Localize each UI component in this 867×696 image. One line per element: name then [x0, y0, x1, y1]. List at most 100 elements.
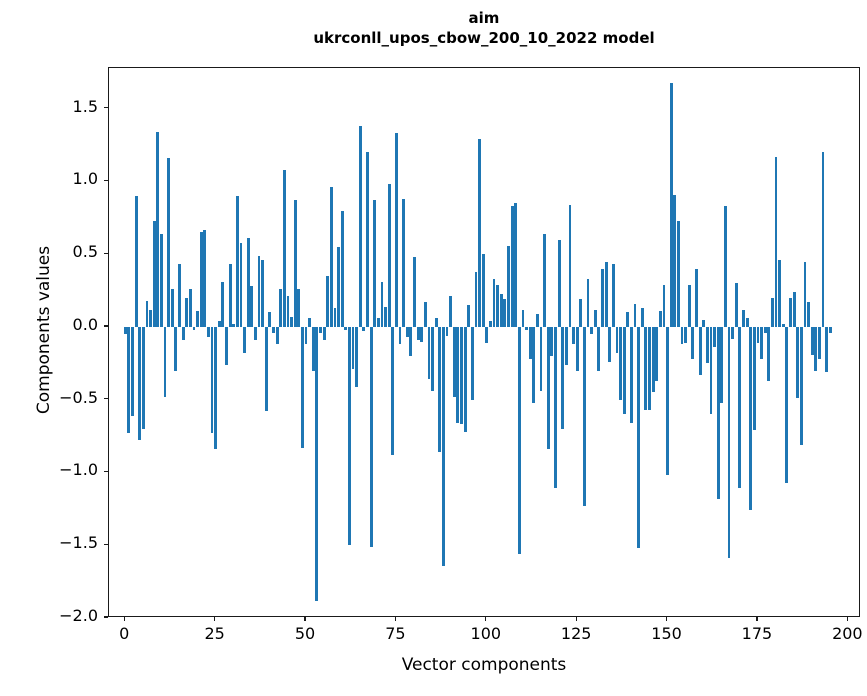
- bar: [503, 299, 507, 327]
- bar: [756, 326, 760, 343]
- bar: [648, 326, 651, 410]
- bar: [825, 326, 829, 373]
- bar: [145, 300, 149, 327]
- bar: [185, 297, 189, 327]
- y-tick-label: 0.5: [72, 242, 98, 262]
- bar: [828, 326, 832, 333]
- x-tick-mark: [575, 617, 577, 621]
- bar: [763, 326, 767, 333]
- bar: [152, 220, 156, 327]
- bar: [575, 326, 579, 371]
- bar: [239, 242, 243, 327]
- bar: [817, 326, 821, 359]
- chart-title-line-2: ukrconll_upos_cbow_200_10_2022 model: [313, 29, 655, 47]
- bar: [131, 326, 134, 416]
- bar: [376, 318, 380, 327]
- bar: [445, 326, 449, 336]
- bar: [366, 152, 369, 327]
- bar: [637, 326, 641, 549]
- bar: [253, 326, 257, 341]
- bar: [362, 326, 366, 332]
- x-tick-mark: [665, 617, 668, 621]
- bar: [496, 284, 500, 327]
- bar: [243, 326, 247, 354]
- bar: [355, 326, 359, 387]
- y-tick-mark: [104, 107, 108, 109]
- bar: [156, 132, 160, 327]
- bar: [290, 316, 294, 327]
- x-tick-label: 50: [294, 624, 316, 643]
- bar: [640, 308, 644, 327]
- bar: [785, 326, 789, 483]
- bar: [170, 289, 174, 327]
- bar: [402, 198, 406, 327]
- bar: [778, 260, 782, 327]
- bar: [319, 326, 322, 333]
- bar: [235, 196, 239, 327]
- chart-title-line-1: aim: [468, 9, 500, 27]
- bar: [441, 326, 445, 566]
- bar: [308, 318, 312, 327]
- x-tick-mark: [846, 617, 848, 621]
- bar: [467, 305, 471, 327]
- bar: [749, 326, 753, 511]
- bar: [470, 326, 474, 400]
- y-tick-label: −2.0: [59, 606, 98, 625]
- bar: [774, 156, 778, 327]
- y-tick-mark: [104, 398, 108, 400]
- y-tick-mark: [104, 252, 108, 254]
- bar: [742, 309, 745, 327]
- bar: [181, 326, 185, 341]
- bar: [264, 326, 268, 412]
- bar: [546, 326, 550, 450]
- bar: [159, 233, 163, 327]
- bar: [814, 326, 818, 371]
- bar: [358, 126, 362, 327]
- bar: [702, 319, 706, 327]
- bar: [326, 276, 330, 327]
- bar: [633, 303, 637, 327]
- bar: [221, 281, 225, 327]
- bar: [423, 302, 427, 327]
- bar: [662, 284, 666, 327]
- bar: [311, 326, 315, 371]
- bar: [304, 326, 308, 345]
- x-tick-mark: [214, 617, 216, 621]
- bar: [391, 326, 395, 456]
- bar: [745, 318, 749, 327]
- bar: [579, 299, 583, 327]
- bar: [340, 210, 344, 327]
- bar: [438, 326, 442, 453]
- bar: [554, 326, 557, 489]
- y-tick-label: 0.0: [72, 314, 98, 334]
- x-tick-mark: [304, 617, 306, 621]
- bar: [188, 289, 192, 327]
- bar: [232, 324, 236, 327]
- bar: [752, 326, 756, 431]
- bar: [409, 326, 413, 357]
- chart-title: aim ukrconll_upos_cbow_200_10_2022 model: [108, 8, 860, 48]
- bar: [228, 264, 232, 327]
- bar: [246, 238, 250, 327]
- bar: [329, 187, 333, 327]
- bar: [684, 326, 688, 343]
- bar: [680, 326, 684, 345]
- bar-series: [109, 68, 859, 616]
- bar: [199, 232, 203, 327]
- bar: [608, 326, 612, 362]
- bar: [586, 278, 590, 327]
- bar: [214, 326, 218, 450]
- bar: [799, 326, 803, 445]
- bar: [351, 326, 355, 370]
- bar: [141, 326, 145, 429]
- bar: [481, 254, 485, 327]
- bar: [525, 326, 529, 330]
- bar: [582, 326, 586, 506]
- y-tick-mark: [104, 325, 108, 327]
- bar: [604, 261, 608, 327]
- bar: [550, 326, 554, 357]
- bar: [781, 324, 785, 327]
- bar: [297, 289, 301, 327]
- bar: [673, 194, 677, 327]
